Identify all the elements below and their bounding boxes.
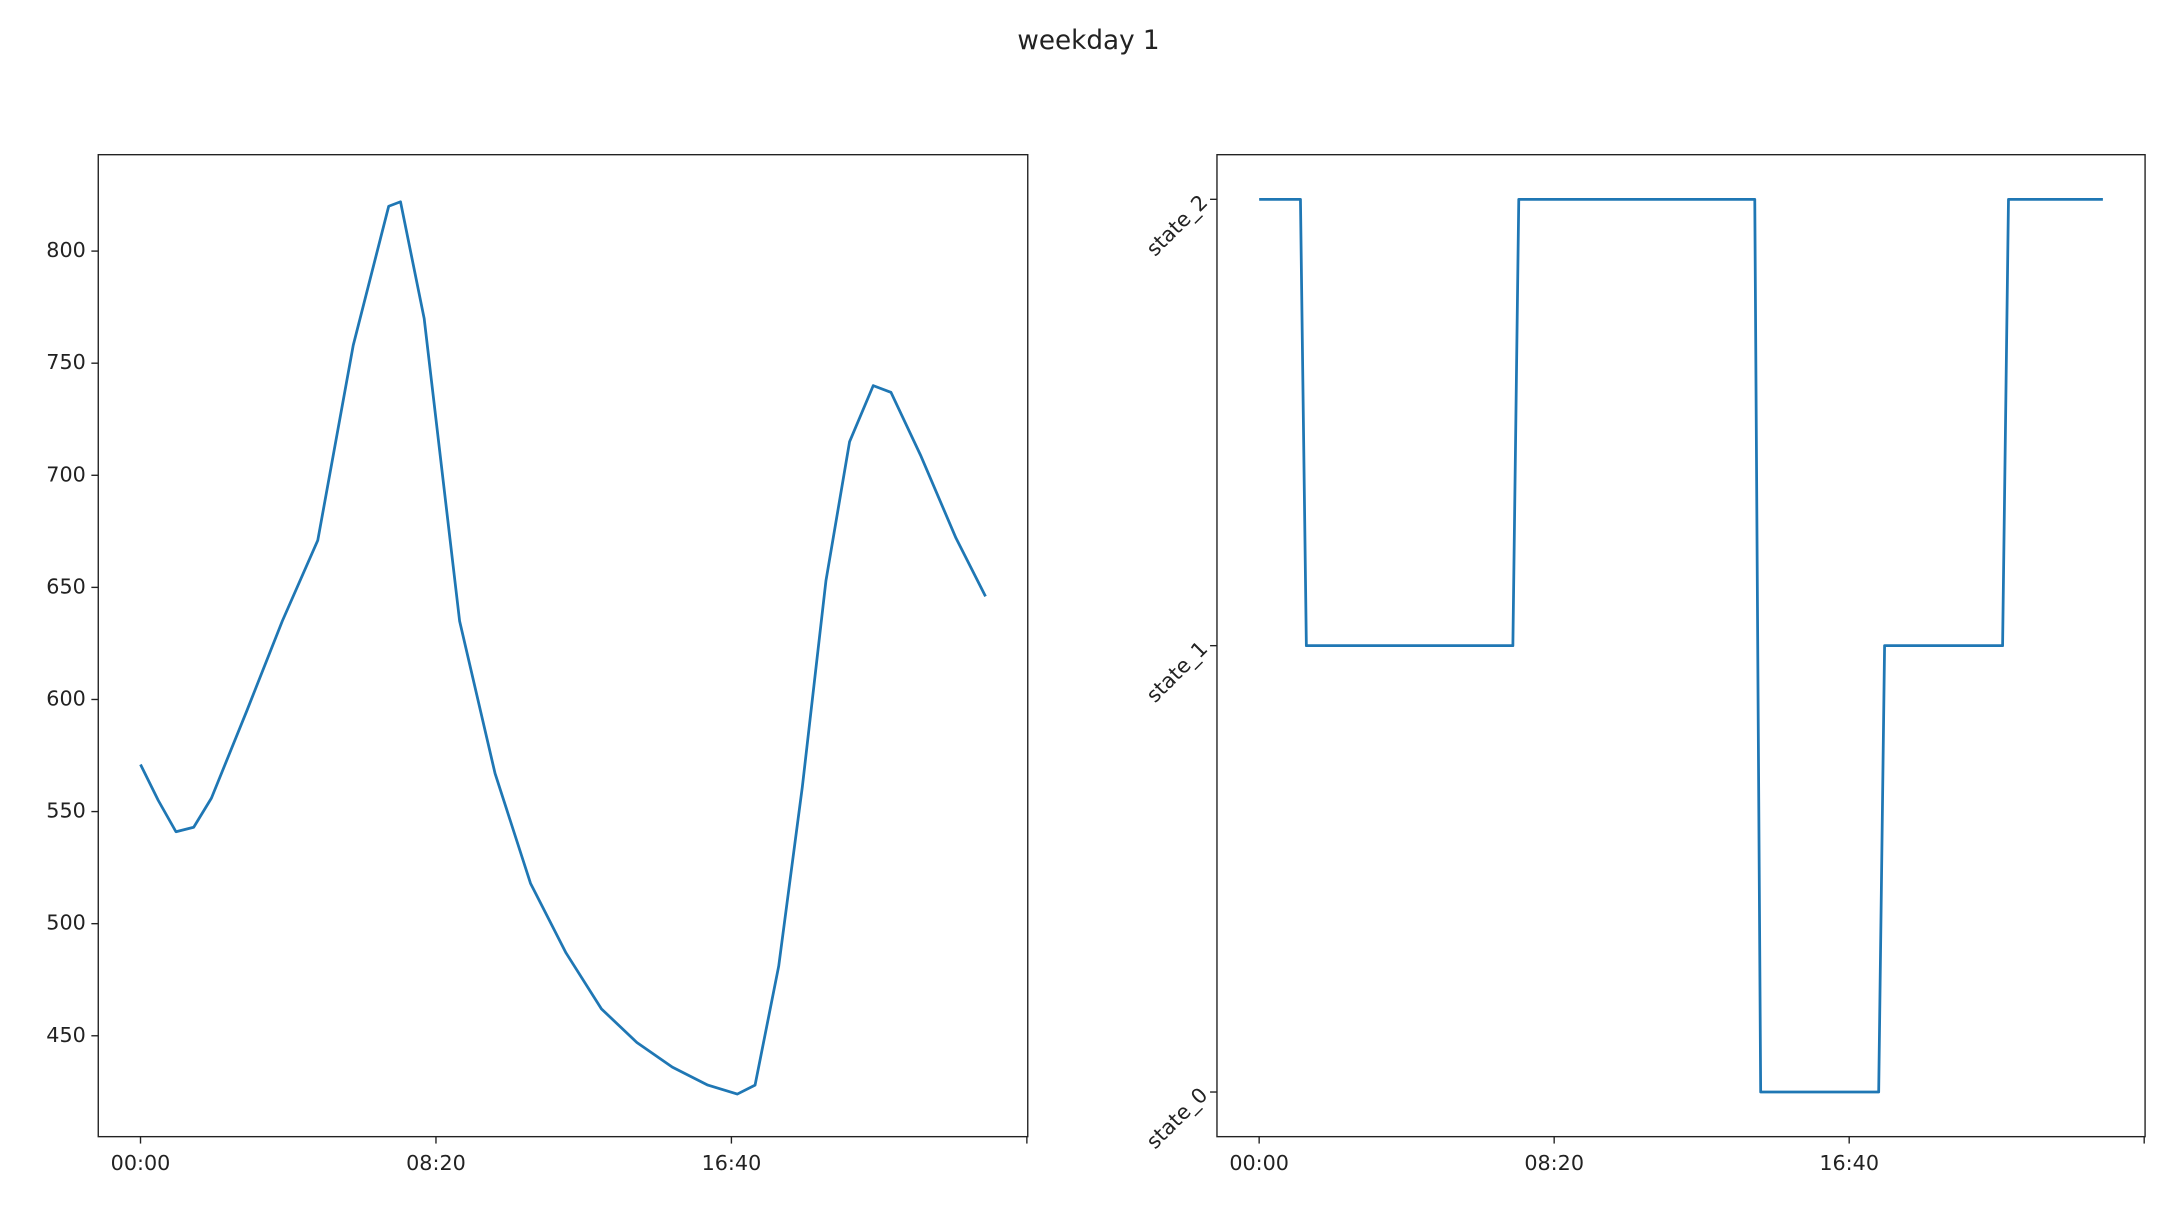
y-tick-label: 750 <box>46 350 86 374</box>
figure-title: weekday 1 <box>1017 26 1159 56</box>
x-tick-label: 16:40 <box>1819 1151 1879 1175</box>
y-tick-label: 600 <box>46 686 86 710</box>
x-tick-label: 08:20 <box>1524 1151 1584 1175</box>
y-tick-label: 800 <box>46 238 86 262</box>
y-tick-label: 500 <box>46 911 86 935</box>
y-tick-label: state_1 <box>1142 636 1213 707</box>
y-tick-label: 700 <box>46 462 86 486</box>
x-tick-label: 00:00 <box>1229 1151 1289 1175</box>
y-tick-label: 450 <box>46 1023 86 1047</box>
data-line <box>139 200 987 1096</box>
x-tick-label: 16:40 <box>702 1151 762 1175</box>
x-tick-label: 08:20 <box>406 1151 466 1175</box>
x-tick-label: 00:00 <box>111 1151 171 1175</box>
y-tick-label: 650 <box>46 574 86 598</box>
y-tick-label: state_0 <box>1142 1083 1213 1154</box>
y-tick-label: 550 <box>46 799 86 823</box>
data-line <box>1259 197 2103 1094</box>
plot-frame <box>97 153 1029 1138</box>
y-tick-label: state_2 <box>1142 190 1213 261</box>
